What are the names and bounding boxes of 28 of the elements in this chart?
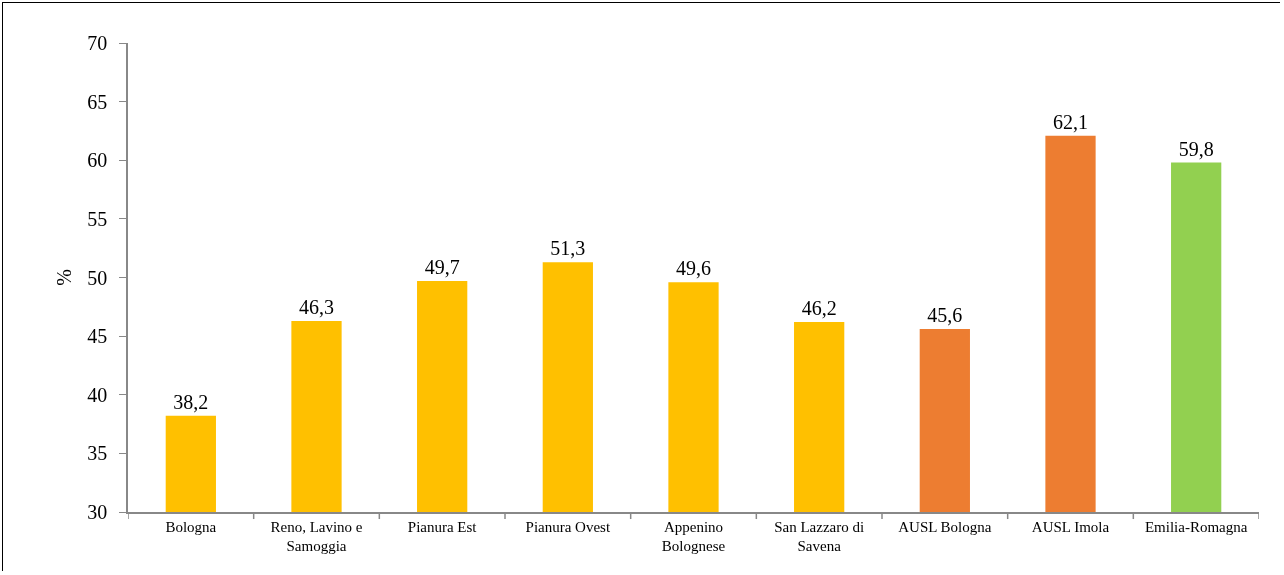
y-tick-label: 60 xyxy=(87,149,108,172)
x-tick-label: Pianura Ovest xyxy=(525,518,611,535)
x-tick-label: Appenino Bolognese xyxy=(661,518,726,555)
data-label: 46,3 xyxy=(299,295,334,318)
x-tick-label: AUSL Imola xyxy=(1031,518,1110,535)
y-tick-label: 35 xyxy=(87,442,108,465)
data-label: 38,2 xyxy=(173,390,209,413)
y-tick-label: 45 xyxy=(87,325,108,348)
data-label: 46,2 xyxy=(801,297,837,320)
y-tick-label: 50 xyxy=(87,266,108,289)
x-tick-label: San Lazzaro di Savena xyxy=(774,518,865,555)
x-tick-label: Emilia-Romagna xyxy=(1144,518,1248,535)
y-tick-label: 40 xyxy=(87,383,108,406)
y-tick-label: 65 xyxy=(87,90,108,113)
data-label: 59,8 xyxy=(1178,137,1214,160)
data-label: 45,6 xyxy=(927,304,963,327)
x-tick-label: Pianura Est xyxy=(407,518,478,535)
data-label: 62,1 xyxy=(1053,110,1088,133)
data-label: 49,6 xyxy=(676,257,711,280)
y-tick-label: 55 xyxy=(87,207,108,230)
data-label: 51,3 xyxy=(550,237,586,260)
data-label: 49,7 xyxy=(424,256,460,279)
x-tick-label: AUSL Bologna xyxy=(898,518,992,535)
y-tick-label: 30 xyxy=(87,501,108,523)
x-tick-label: Bologna xyxy=(165,518,217,535)
y-axis-title: % xyxy=(53,269,76,286)
y-tick-label: 70 xyxy=(87,32,108,54)
x-tick-label: Reno, Lavino e Samoggia xyxy=(270,518,363,555)
